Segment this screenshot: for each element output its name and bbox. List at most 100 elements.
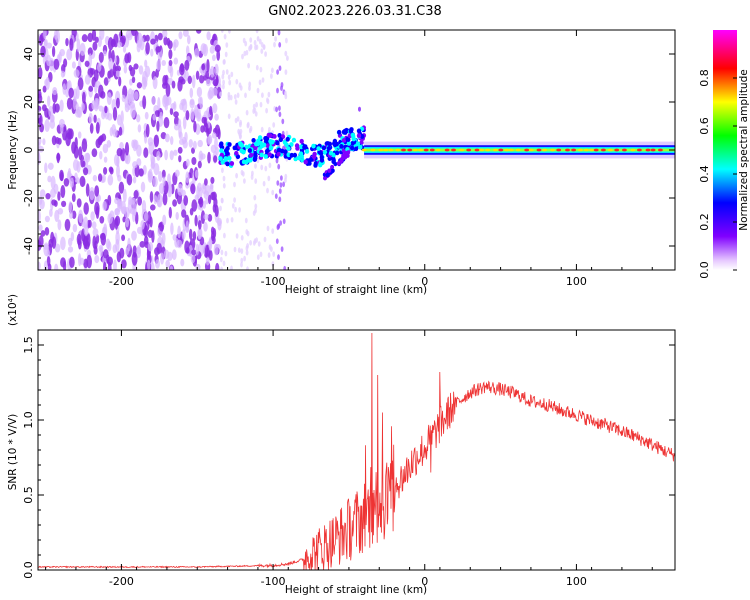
noise-blob: [220, 266, 223, 270]
signal-blob: [293, 156, 298, 162]
tone-peak: [542, 148, 547, 152]
noise-blob: [72, 159, 79, 171]
noise-blob: [254, 203, 258, 210]
noise-blob: [199, 74, 205, 84]
noise-blob: [90, 211, 95, 221]
noise-blob: [219, 205, 222, 212]
noise-blob: [44, 226, 50, 236]
noise-blob: [214, 63, 219, 76]
noise-blob: [255, 101, 258, 108]
noise-blob: [116, 41, 123, 48]
noise-blob: [92, 228, 99, 237]
x-tick-label: -200: [109, 575, 134, 588]
noise-blob: [59, 48, 66, 57]
noise-blob: [102, 50, 107, 57]
snr-panel: -200 -100 0 100 0.0 0.5 1.0 1.5 Height of strai…: [7, 294, 676, 596]
noise-blob: [261, 77, 265, 83]
noise-blob: [60, 122, 64, 135]
noise-blob: [260, 126, 264, 133]
noise-blob: [47, 263, 52, 270]
noise-blob: [197, 139, 203, 148]
signal-blob: [326, 146, 332, 151]
noise-blob: [227, 113, 231, 120]
noise-blob: [230, 265, 233, 270]
noise-blob: [272, 122, 276, 128]
signal-blob: [346, 141, 352, 146]
noise-blob: [255, 237, 258, 243]
signal-blob: [316, 146, 321, 152]
signal-blob: [351, 136, 356, 142]
noise-blob: [113, 259, 117, 270]
noise-blob: [182, 139, 188, 149]
noise-blob: [116, 114, 122, 126]
noise-blob: [121, 35, 126, 44]
noise-blob: [48, 105, 54, 118]
noise-blob: [284, 90, 287, 97]
noise-blob: [246, 266, 249, 270]
noise-blob: [38, 224, 43, 232]
noise-blob: [267, 252, 271, 258]
noise-blob: [97, 173, 103, 182]
noise-blob: [107, 37, 114, 51]
noise-blob: [181, 228, 186, 240]
noise-blob: [244, 217, 248, 224]
noise-blob: [185, 171, 190, 184]
noise-blob: [75, 177, 81, 184]
noise-blob: [233, 197, 237, 203]
tone-peak: [565, 148, 570, 152]
tone-peak: [578, 148, 583, 152]
noise-blob: [254, 178, 258, 184]
signal-blob: [311, 154, 317, 160]
noise-blob: [103, 166, 108, 175]
noise-blob: [173, 57, 179, 65]
noise-blob: [240, 248, 244, 254]
noise-blob: [251, 170, 254, 177]
noise-blob: [175, 211, 179, 220]
noise-blob: [213, 155, 218, 163]
noise-blob: [57, 191, 61, 201]
noise-blob: [235, 78, 239, 85]
noise-blob: [127, 88, 134, 102]
noise-blob: [241, 53, 244, 60]
noise-blob: [197, 96, 202, 105]
signal-blob: [263, 154, 268, 159]
signal-blob: [318, 151, 324, 156]
signal-blob: [289, 152, 294, 158]
noise-blob: [102, 200, 107, 211]
signal-blob: [350, 145, 355, 151]
noise-blob: [134, 211, 139, 225]
noise-blob: [169, 265, 174, 270]
noise-blob: [139, 241, 146, 248]
noise-blob: [265, 107, 268, 114]
signal-blob: [270, 139, 275, 145]
tone-peak: [589, 148, 594, 152]
signal-blob: [304, 149, 310, 154]
noise-blob: [102, 261, 107, 270]
signal-blob: [284, 142, 289, 148]
noise-blob: [82, 160, 86, 168]
noise-blob: [236, 116, 240, 122]
noise-blob: [198, 196, 204, 208]
noise-blob: [169, 150, 174, 161]
noise-blob: [46, 42, 52, 49]
noise-blob: [237, 128, 241, 135]
noise-blob: [101, 174, 106, 183]
noise-blob: [157, 97, 161, 111]
signal-blob: [266, 132, 271, 138]
noise-blob: [119, 247, 125, 259]
noise-blob: [53, 58, 60, 70]
noise-blob: [116, 164, 120, 178]
noise-blob: [222, 79, 226, 86]
noise-blob: [83, 216, 89, 229]
noise-blob: [44, 119, 50, 132]
noise-blob: [211, 54, 216, 62]
noise-blob: [282, 181, 285, 188]
noise-blob: [112, 63, 117, 77]
noise-blob: [44, 107, 50, 118]
tone-peak: [571, 148, 576, 152]
tone-peak: [536, 148, 542, 152]
noise-blob: [264, 165, 268, 172]
noise-blob: [276, 69, 279, 75]
noise-blob: [281, 118, 285, 125]
noise-blob: [77, 77, 84, 91]
